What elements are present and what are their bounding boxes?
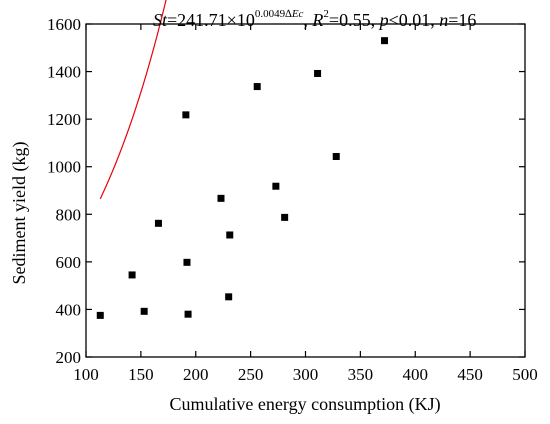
eq-r-exp: 2: [323, 8, 329, 20]
data-point: [154, 219, 162, 227]
tick-labels-layer: 100 150 200 250 300 350 400 450 500 200 400 600 800 1…: [47, 15, 538, 384]
data-point: [182, 111, 190, 119]
data-point: [140, 307, 148, 315]
y-tick-label: 1200: [47, 110, 81, 129]
data-point: [314, 69, 322, 77]
x-tick-label: 450: [457, 365, 483, 384]
y-tick-label: 600: [56, 253, 82, 272]
eq-n-value: =16: [448, 10, 476, 30]
data-point: [281, 213, 289, 221]
data-point: [184, 310, 192, 318]
data-points-layer: [96, 37, 389, 319]
fit-curve: [99, 0, 167, 200]
data-point: [183, 258, 191, 266]
x-tick-label: 200: [183, 365, 209, 384]
data-point: [272, 182, 280, 190]
eq-n-label: n: [439, 10, 448, 30]
eq-exponent-var: Ec: [291, 8, 304, 20]
y-tick-label: 400: [56, 300, 82, 319]
x-axis-title: Cumulative energy consumption (KJ): [169, 394, 440, 415]
eq-r-value: =0.55,: [329, 10, 380, 30]
fit-equation-annotation: St=241.71×100.0049∆Ec, R2=0.55, p<0.01, …: [153, 8, 476, 30]
eq-delta: ∆: [285, 8, 292, 20]
x-tick-label: 400: [403, 365, 429, 384]
y-tick-label: 1400: [47, 63, 81, 82]
plot-frame: [85, 23, 526, 358]
y-tick-label: 1600: [47, 15, 81, 34]
data-point: [217, 194, 225, 202]
x-tick-label: 300: [293, 365, 319, 384]
eq-r-label: R: [311, 10, 323, 30]
y-tick-label: 1000: [47, 158, 81, 177]
y-tick-label: 200: [56, 348, 82, 367]
x-tick-label: 150: [128, 365, 154, 384]
data-point: [332, 152, 340, 160]
x-tick-label: 500: [512, 365, 538, 384]
data-point: [253, 83, 261, 91]
eq-p-label: p: [378, 10, 389, 30]
data-point: [96, 311, 104, 319]
eq-st-value: =241.71×10: [167, 10, 255, 30]
y-axis-title: Sediment yield (kg): [9, 142, 30, 285]
data-point: [381, 37, 389, 45]
eq-st-label: St: [153, 10, 168, 30]
eq-exponent: 0.0049: [255, 8, 286, 20]
eq-p-value: <0.01,: [389, 10, 440, 30]
x-tick-label: 350: [348, 365, 374, 384]
y-tick-label: 800: [56, 205, 82, 224]
x-tick-label: 100: [73, 365, 99, 384]
data-point: [226, 231, 234, 239]
data-point: [225, 293, 233, 301]
x-tick-label: 250: [238, 365, 264, 384]
data-point: [128, 271, 136, 279]
eq-sep: ,: [303, 10, 312, 30]
